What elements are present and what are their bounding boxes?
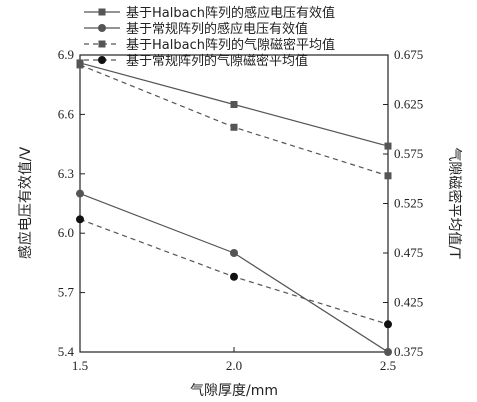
series-4-point [76,215,84,224]
legend-label: 基于Halbach阵列的感应电压有效值 [126,5,335,21]
plot-frame [79,54,389,353]
y-tick-label: 6.6 [58,106,75,121]
series-3-point [76,61,84,69]
x-tick-label: 1.5 [72,358,88,373]
y-tick-label: 5.4 [58,344,75,359]
series-4-line [79,218,389,325]
legend-marker [98,24,106,32]
series-2-point [230,249,238,257]
y2-axis-label: 气隙磁密平均值/T [446,147,463,259]
legend-marker [98,8,106,16]
y2-tick-label: 0.575 [394,146,423,161]
series-2-point [384,348,392,356]
series-4 [76,215,392,329]
series-3 [76,61,392,180]
y-tick-label: 6.9 [58,47,74,62]
series-3-line [79,64,389,177]
y2-tick-label: 0.425 [394,295,423,310]
y-tick-label: 6.3 [58,166,74,181]
legend-label: 基于Halbach阵列的气隙磁密平均值 [126,37,335,53]
series-1-point [384,142,392,150]
legend-item-1: 基于Halbach阵列的感应电压有效值 [84,5,335,21]
legend-item-4: 基于常规阵列的气隙磁密平均值 [84,53,308,69]
x-tick-label: 2.0 [226,358,242,373]
legend-marker [98,40,106,48]
series-4-point [384,320,392,329]
legend-label: 基于常规阵列的气隙磁密平均值 [126,53,308,69]
y2-tick-label: 0.525 [394,196,423,211]
series-1 [76,59,392,150]
legend-item-3: 基于Halbach阵列的气隙磁密平均值 [84,37,335,53]
y2-tick-label: 0.475 [394,245,423,260]
x-axis-label: 气隙厚度/mm [190,383,278,399]
y-tick-label: 5.7 [58,285,75,300]
y2-tick-label: 0.675 [394,47,423,62]
legend-item-2: 基于常规阵列的感应电压有效值 [84,21,308,37]
y-tick-label: 6.0 [58,225,74,240]
series-2 [76,189,392,356]
y2-tick-label: 0.625 [394,97,423,112]
series-3-point [230,123,238,131]
series-1-point [230,101,238,108]
series-3-point [384,172,392,180]
legend-label: 基于常规阵列的感应电压有效值 [126,21,308,37]
series-4-point [230,272,238,281]
series-2-point [76,189,84,198]
y-axis-label: 感应电压有效值/V [17,146,34,259]
y2-tick-label: 0.375 [394,344,423,359]
x-tick-label: 2.5 [380,358,396,373]
legend-marker [98,56,106,64]
